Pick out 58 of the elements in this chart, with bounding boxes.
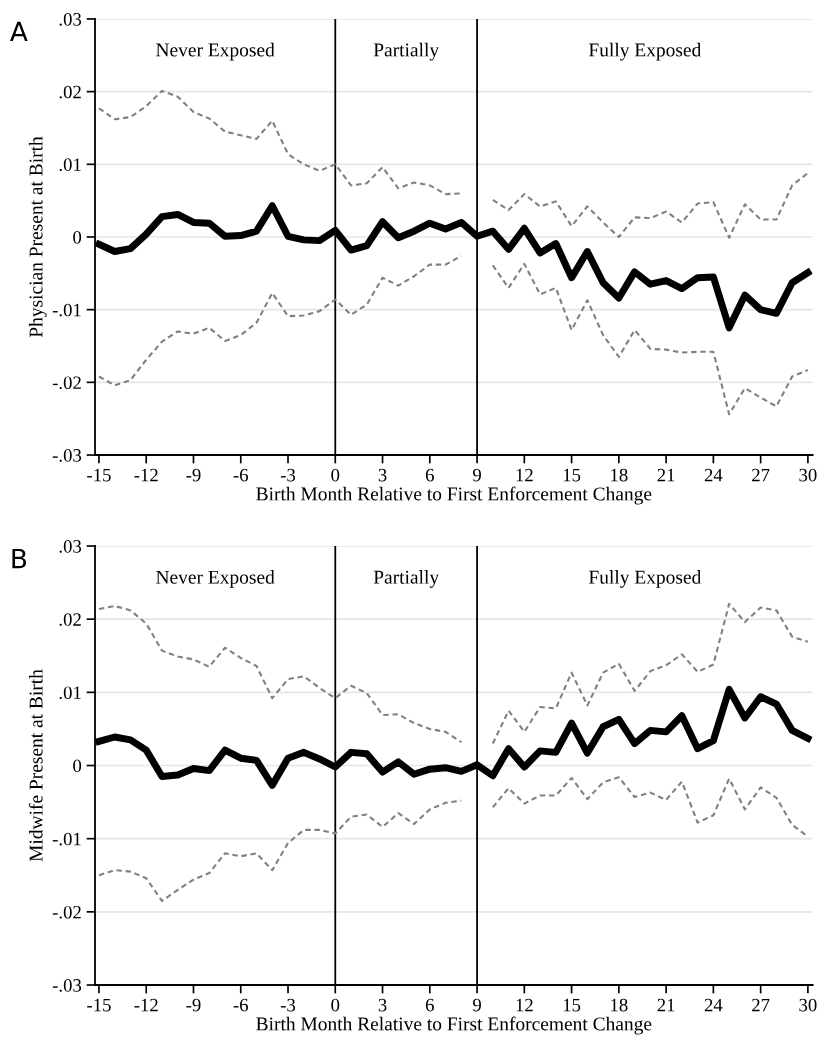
x-axis-title: Birth Month Relative to First Enforcement Change: [256, 486, 652, 505]
x-tick-label: 0: [331, 468, 340, 482]
text: B: [12, 548, 27, 569]
y-tick-label: .02: [59, 85, 81, 99]
y-tick-label: -.02: [52, 376, 81, 390]
x-tick-label: -15: [87, 998, 111, 1012]
annotation: Fully Exposed: [588, 570, 702, 588]
x-tick-label: 15: [563, 998, 581, 1012]
x-tick-label: 15: [563, 468, 581, 482]
x-tick-label: -6: [233, 468, 248, 482]
annotation: Never Exposed: [156, 42, 275, 61]
x-tick-label: 21: [657, 468, 675, 482]
annotation: Fully Exposed: [588, 42, 702, 61]
x-tick-label: 21: [657, 998, 675, 1012]
x-tick-label: -12: [134, 468, 158, 482]
text: A: [10, 21, 28, 42]
annotation: Partially: [373, 42, 440, 61]
y-tick-label: 0: [73, 231, 82, 244]
x-tick-label: -9: [186, 998, 201, 1012]
x-tick-label: 6: [425, 468, 434, 482]
x-tick-label: -12: [134, 998, 158, 1012]
x-tick-label: 3: [378, 468, 387, 482]
y-tick-label: -.01: [52, 832, 81, 846]
y-tick-label: .03: [59, 540, 82, 553]
x-tick-label: 6: [425, 998, 434, 1012]
x-tick-label: 30: [799, 998, 817, 1012]
y-axis-title: Physician Present at Birth: [28, 136, 47, 338]
x-tick-label: -9: [186, 468, 201, 482]
x-tick-label: 0: [331, 998, 340, 1012]
y-axis-title: Midwife Present at Birth: [28, 669, 43, 862]
x-tick-label: 27: [752, 468, 770, 482]
x-tick-label: 3: [378, 998, 387, 1012]
y-tick-label: -.03: [52, 979, 82, 992]
annotation: Never Exposed: [156, 570, 275, 588]
x-tick-label: -3: [280, 468, 296, 482]
annotation: Partially: [373, 570, 440, 588]
x-tick-label: 30: [799, 468, 817, 482]
x-tick-label: 18: [611, 468, 628, 482]
x-tick-label: -15: [87, 468, 111, 482]
y-tick-label: .02: [59, 613, 81, 626]
x-tick-label: 9: [472, 998, 481, 1012]
y-tick-label: -.03: [52, 449, 82, 462]
x-tick-label: 27: [752, 998, 770, 1012]
y-tick-label: .03: [59, 12, 82, 26]
y-tick-label: -.01: [52, 303, 81, 317]
y-tick-label: 0: [73, 759, 82, 773]
x-tick-label: -6: [233, 998, 248, 1012]
x-axis-title: Birth Month Relative to First Enforcement Change: [256, 1016, 652, 1035]
x-tick-label: 24: [704, 468, 723, 482]
x-tick-label: 12: [516, 998, 533, 1012]
x-tick-label: -3: [280, 998, 296, 1012]
x-tick-label: 9: [472, 468, 481, 482]
x-tick-label: 18: [611, 998, 628, 1012]
y-tick-label: .01: [59, 158, 81, 172]
x-tick-label: 24: [704, 998, 723, 1012]
y-tick-label: -.02: [52, 905, 81, 919]
y-tick-label: .01: [59, 686, 81, 700]
x-tick-label: 12: [516, 468, 533, 482]
